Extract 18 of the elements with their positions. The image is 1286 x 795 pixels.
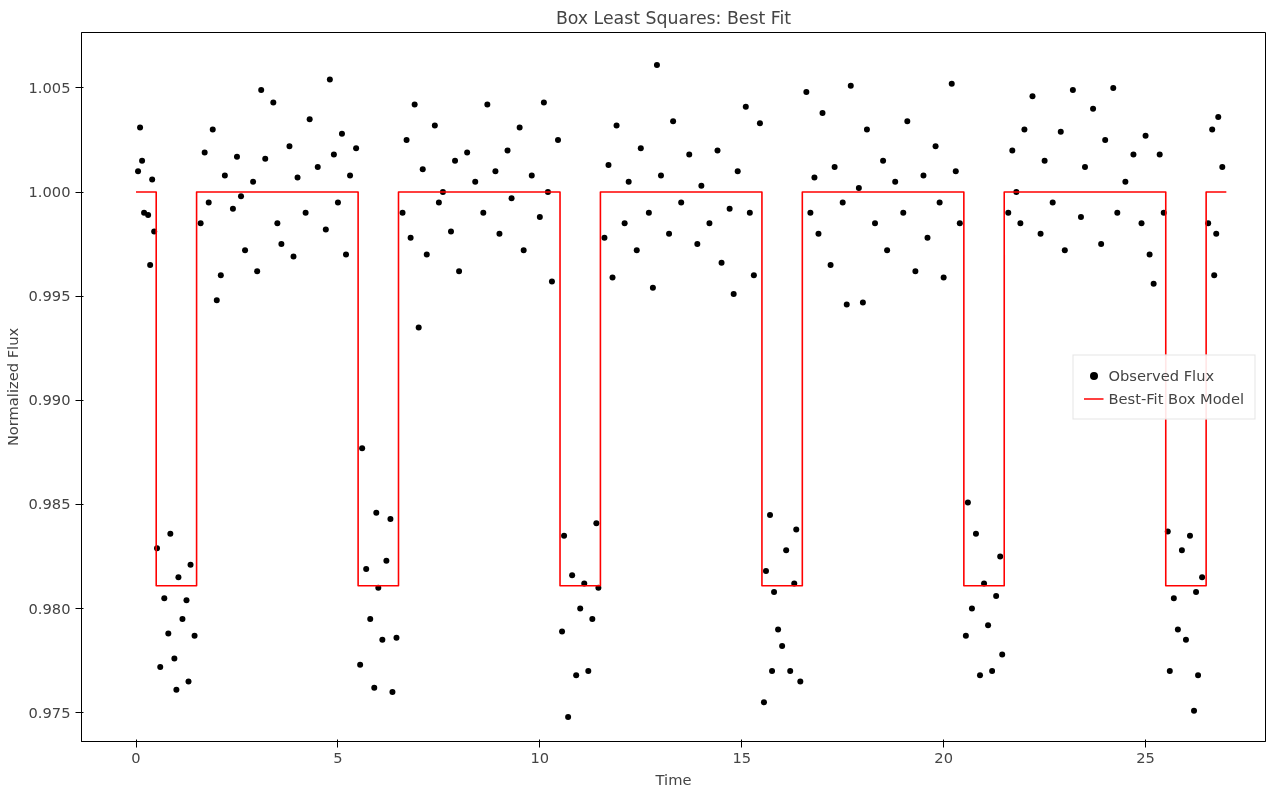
x-tick-label: 25: [1136, 748, 1155, 766]
x-tick-label: 5: [333, 748, 343, 766]
y-tick-label: 1.005: [28, 78, 71, 96]
x-tick-label: 15: [732, 748, 752, 766]
y-tick-label: 1.000: [28, 183, 71, 201]
x-axis-title: Time: [654, 770, 692, 788]
x-tick-label: 20: [934, 748, 953, 766]
legend-label: Observed Flux: [1108, 366, 1215, 384]
y-axis-title: Normalized Flux: [3, 327, 21, 447]
chart-title: Box Least Squares: Best Fit: [555, 7, 792, 28]
legend-label: Best-Fit Box Model: [1108, 389, 1244, 407]
x-tick-label: 10: [530, 748, 550, 766]
y-tick-label: 0.990: [28, 391, 71, 409]
y-tick-label: 0.995: [28, 287, 71, 305]
x-tick-label: 0: [131, 748, 141, 766]
y-tick-label: 0.985: [28, 495, 71, 513]
y-tick-label: 0.980: [28, 599, 71, 617]
y-tick-label: 0.975: [28, 703, 71, 721]
